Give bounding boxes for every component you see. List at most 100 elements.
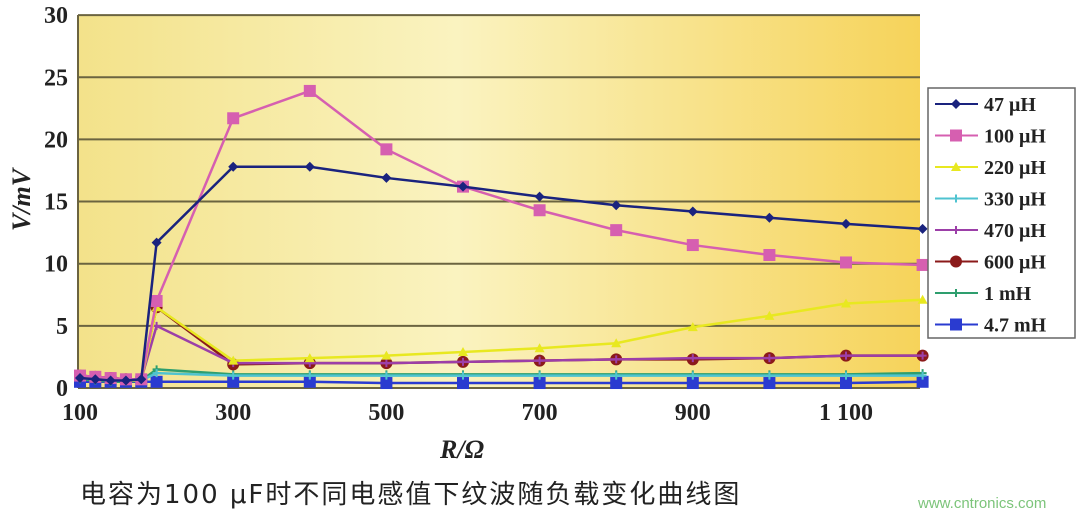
data-point [686,377,699,390]
data-point [228,355,239,365]
data-point [381,172,392,183]
y-tick-label: 5 [56,314,68,340]
data-point [152,369,161,378]
data-point [303,375,316,388]
legend-label: 1 mH [984,283,1032,305]
data-point [457,377,469,390]
x-tick-label: 300 [215,400,251,426]
y-tick-label: 20 [44,127,68,153]
data-point [304,161,315,172]
data-point [227,375,240,388]
data-point [136,374,147,385]
data-point [610,224,623,237]
data-point [611,338,622,348]
data-point [535,371,544,380]
data-point [228,161,239,172]
data-point [380,377,393,390]
data-point [105,375,116,386]
data-point [764,310,775,320]
data-point [304,353,315,363]
data-point [950,129,962,142]
data-point [611,200,622,211]
legend-label: 4.7 mH [984,315,1047,337]
data-point [763,248,776,261]
data-point [841,298,851,308]
data-point [75,373,85,384]
y-tick-label: 10 [44,252,68,278]
data-point [458,181,468,192]
data-point [382,359,391,368]
data-point [916,258,929,271]
data-point [950,255,962,268]
data-point [840,377,852,390]
series-line [79,165,923,382]
x-tick-label: 100 [62,400,98,426]
watermark: www.cntronics.com [918,495,1047,512]
data-point [688,371,697,380]
data-point [303,84,316,97]
data-point [952,194,960,203]
data-point [952,226,960,234]
data-point [688,354,697,363]
legend-label: 470 μH [984,220,1046,242]
data-point [917,223,928,234]
series-line [80,380,923,385]
data-point [687,322,698,332]
legend-label: 330 μH [984,189,1046,211]
data-point [840,256,852,269]
data-point [765,354,774,363]
data-point [227,112,240,125]
data-point [534,343,545,353]
data-point [918,371,927,380]
data-point [951,162,961,171]
data-point [610,377,623,390]
data-point [687,206,698,217]
y-axis-label: V/mV [7,166,36,231]
legend-label: 100 μH [984,126,1046,148]
data-point [842,351,850,360]
data-point [150,375,163,388]
data-point [686,239,699,252]
data-point [916,375,929,388]
data-point [151,237,162,248]
data-point [842,371,850,380]
x-tick-label: 900 [675,400,711,426]
data-point [612,371,621,380]
y-tick-label: 25 [44,65,68,91]
data-point [951,99,961,109]
data-point [917,294,928,304]
data-point [380,143,393,156]
x-tick-label: 500 [368,400,404,426]
x-tick-label: 1 100 [819,400,873,426]
data-point [841,218,851,229]
data-point [90,374,101,385]
data-point [533,377,546,390]
data-point [764,212,775,223]
data-point [382,371,391,380]
legend-label: 47 μH [984,94,1036,116]
x-axis-label: R/Ω [439,435,484,464]
caption: 电容为100 μF时不同电感值下纹波随负载变化曲线图 [80,480,742,510]
data-point [305,371,314,380]
data-point [763,377,776,390]
data-point [229,371,238,380]
data-point [952,289,960,297]
data-point [459,371,467,380]
legend-label: 220 μH [984,157,1046,179]
data-point [459,357,467,366]
data-point [918,351,927,360]
data-point [950,318,962,331]
data-point [765,371,774,380]
data-point [533,204,546,217]
data-point [381,350,392,360]
data-point [120,375,131,386]
legend-label: 600 μH [984,252,1046,274]
series-line [79,89,923,381]
data-point [458,346,468,356]
y-tick-label: 0 [56,376,68,402]
y-tick-label: 30 [44,3,68,29]
y-tick-label: 15 [44,190,68,216]
data-point [534,191,545,202]
